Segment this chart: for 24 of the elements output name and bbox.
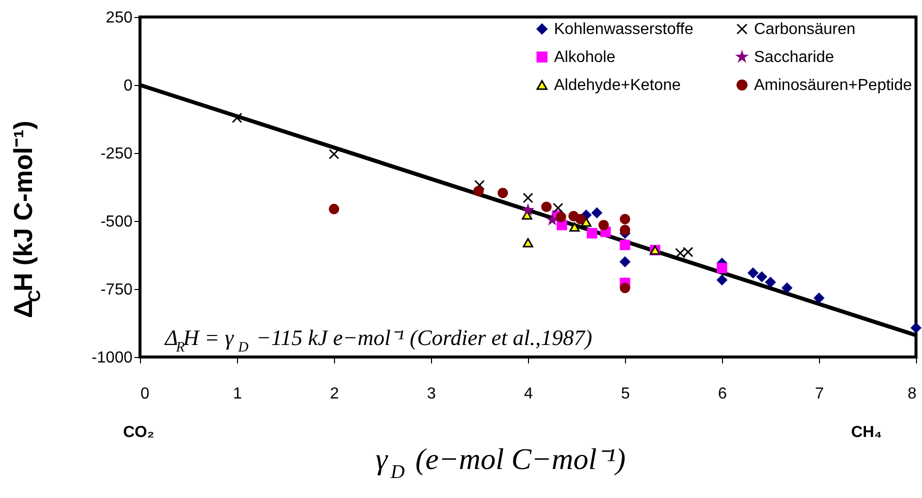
x-tick-label: 3 — [427, 386, 436, 402]
x-tick-label: 6 — [718, 386, 728, 402]
x-tick-label: 4 — [524, 386, 534, 402]
y-tick-label: 250 — [106, 10, 133, 26]
x-tick-label: 2 — [330, 386, 340, 402]
y-tick-label: -250 — [100, 146, 133, 162]
x-tick-label: 8 — [908, 386, 917, 402]
legend-label: Aldehyde+Ketone — [554, 77, 681, 94]
text: CO₂ — [123, 424, 154, 441]
x-tick-label: 7 — [815, 386, 824, 402]
legend-label: Alkohole — [554, 49, 616, 66]
text: CH₄ — [851, 424, 882, 441]
legend-label: Kohlenwasserstoffe — [554, 21, 694, 38]
y-tick-label: -750 — [100, 282, 133, 298]
x-tick-label: 0 — [140, 386, 150, 402]
y-tick-label: 0 — [124, 78, 133, 94]
legend-label: Aminosäuren+Peptide — [754, 77, 912, 94]
legend-label: Carbonsäuren — [754, 21, 856, 38]
y-tick-label: -1000 — [92, 350, 133, 366]
legend-label: Saccharide — [754, 49, 834, 66]
y-axis-title: ΔCH (kJ C-mol⁻¹) — [8, 120, 44, 318]
y-tick-label: -500 — [100, 214, 133, 230]
x-tick-label: 1 — [233, 386, 242, 402]
x-tick-label: 5 — [621, 386, 630, 402]
